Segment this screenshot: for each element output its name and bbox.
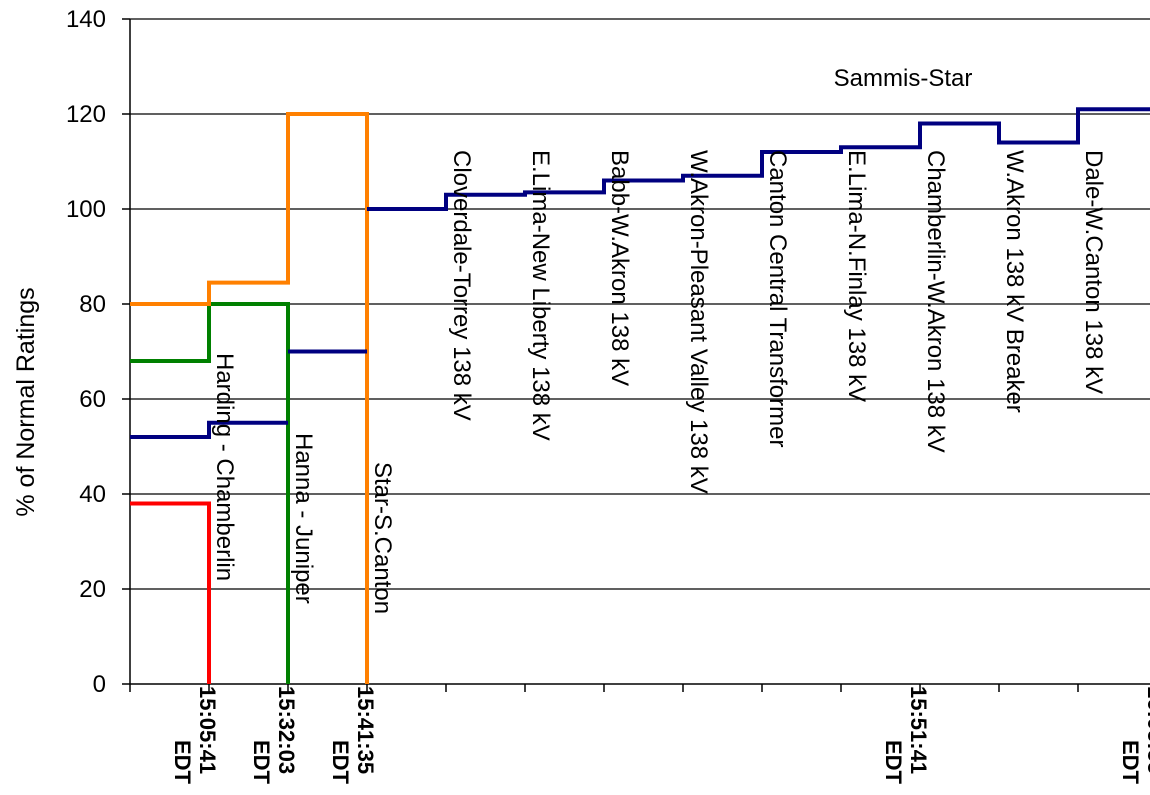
x-time-label: 15:05:41	[195, 686, 220, 774]
y-tick-label: 120	[66, 101, 106, 128]
x-time-label: 15:41:35	[353, 686, 378, 774]
y-tick-label: 60	[79, 386, 106, 413]
event-label: Cloverdale-Torrey 138 kV	[448, 150, 475, 421]
y-tick-label: 80	[79, 291, 106, 318]
x-time-unit: EDT	[328, 740, 353, 785]
event-label: Hanna - Juniper	[290, 433, 317, 604]
series-line	[130, 501, 211, 684]
event-label: Babb-W.Akron 138 kV	[606, 150, 633, 386]
y-tick-label: 100	[66, 196, 106, 223]
x-time-unit: EDT	[881, 740, 906, 785]
x-time-unit: EDT	[1118, 740, 1143, 785]
x-time-unit: EDT	[249, 740, 274, 785]
event-label: Dale-W.Canton 138 kV	[1080, 150, 1107, 394]
series-line	[130, 112, 369, 684]
series-lines	[130, 107, 1150, 684]
axes	[122, 18, 1150, 692]
x-time-unit: EDT	[170, 740, 195, 785]
event-labels: Harding - Chamberlin Hanna - Juniper Star-…	[211, 150, 1107, 614]
y-tick-label: 40	[79, 481, 106, 508]
sammis-star-annotation: Sammis-Star	[834, 65, 973, 92]
y-tick-label: 140	[66, 6, 106, 33]
series-line	[367, 107, 1150, 211]
event-label: W.Akron 138 kV Breaker	[1001, 150, 1028, 413]
series-line	[130, 420, 288, 439]
event-label: Canton Central Transformer	[764, 150, 791, 447]
event-label: Harding - Chamberlin	[211, 353, 238, 581]
event-label: E.Lima-N.Finlay 138 kV	[843, 150, 870, 402]
y-tick-label: 0	[93, 671, 106, 698]
x-time-label: 16:05:55	[1143, 686, 1150, 774]
y-axis-label: % of Normal Ratings	[12, 287, 40, 516]
x-time-label: 15:32:03	[274, 686, 299, 774]
event-label: Star-S.Canton	[369, 462, 396, 614]
y-tick-labels: 0 20 40 60 80 100 120 140	[66, 6, 106, 698]
event-label: W.Akron-Pleasant Valley 138 kV	[685, 150, 712, 494]
event-label: Chamberlin-W.Akron 138 kV	[922, 150, 949, 453]
event-label: E.Lima-New Liberty 138 kV	[527, 150, 554, 441]
y-tick-label: 20	[79, 576, 106, 603]
x-time-label: 15:51:41	[906, 686, 931, 774]
